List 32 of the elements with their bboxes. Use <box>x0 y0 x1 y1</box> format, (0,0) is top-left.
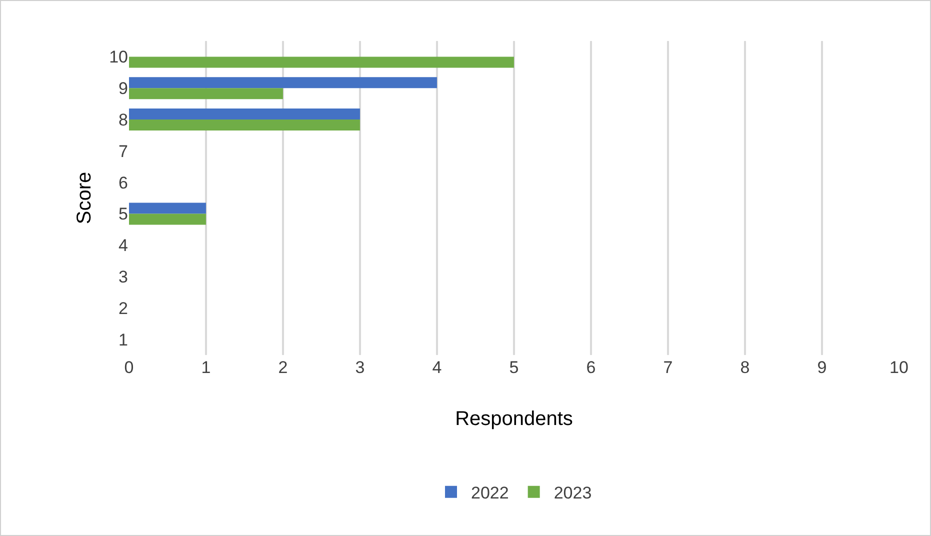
y-tick-label: 7 <box>118 142 128 161</box>
legend-label: 2022 <box>471 484 509 502</box>
x-tick-label: 8 <box>740 358 750 377</box>
legend-label: 2023 <box>554 484 592 502</box>
x-tick-label: 7 <box>663 358 673 377</box>
bar <box>129 202 206 214</box>
x-tick-label: 3 <box>355 358 365 377</box>
y-tick-label: 6 <box>118 173 128 192</box>
bar <box>129 108 360 120</box>
bar <box>129 56 514 68</box>
x-tick-label: 0 <box>124 358 134 377</box>
y-axis-title: Score <box>74 172 96 224</box>
y-tick-label: 3 <box>118 267 128 286</box>
y-tick-label: 5 <box>118 204 128 224</box>
x-tick-label: 2 <box>278 358 288 377</box>
y-tick-label: 2 <box>118 298 128 318</box>
bar <box>129 88 283 100</box>
x-tick-label: 5 <box>509 358 519 377</box>
x-tick-label: 10 <box>890 358 908 377</box>
bar <box>129 120 360 130</box>
y-tick-label: 8 <box>118 110 128 130</box>
y-tick-label: 9 <box>118 79 128 98</box>
x-tick-label: 1 <box>201 358 211 377</box>
bar <box>129 77 437 88</box>
x-tick-label: 4 <box>432 358 442 377</box>
y-tick-label: 10 <box>109 48 128 67</box>
y-tick-label: 1 <box>118 330 128 350</box>
bar <box>129 214 206 225</box>
x-tick-label: 6 <box>586 358 596 377</box>
y-tick-label: 4 <box>118 236 128 256</box>
x-axis-title: Respondents <box>455 408 573 430</box>
x-tick-label: 9 <box>817 358 827 377</box>
